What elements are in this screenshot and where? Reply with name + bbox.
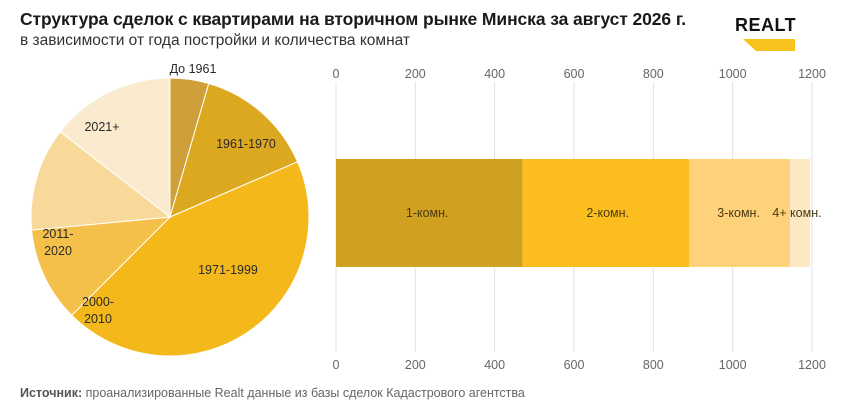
pie-label-2: 1971-1999 xyxy=(198,263,258,277)
tick-top-3: 600 xyxy=(564,67,585,81)
stacked-bar-chart: 0 0 200 200 400 400 600 600 800 800 1000 1000 1200 12… xyxy=(333,67,826,372)
logo-text: REALT xyxy=(735,15,797,35)
source-label: Источник: xyxy=(20,386,83,400)
pie-label-5: 2021+ xyxy=(84,120,119,134)
tick-top-6: 1200 xyxy=(798,67,826,81)
chart-subtitle: в зависимости от года постройки и количе… xyxy=(20,32,411,49)
tick-top-1: 200 xyxy=(405,67,426,81)
tick-top-0: 0 xyxy=(333,67,340,81)
pie-label-4: 2011-2020 xyxy=(42,227,73,258)
bar-segment-0 xyxy=(336,159,523,267)
realt-logo: REALT xyxy=(735,15,815,57)
logo-accent-shape xyxy=(743,39,795,51)
tick-bottom-4: 800 xyxy=(643,358,664,372)
pie-label-0: До 1961 xyxy=(170,62,217,76)
tick-bottom-5: 1000 xyxy=(719,358,747,372)
bar-segment-1 xyxy=(522,159,690,267)
pie-chart: До 1961 1961-1970 1971-1999 2000-2010 2011-2… xyxy=(30,62,310,357)
tick-bottom-0: 0 xyxy=(333,358,340,372)
source-text: проанализированные Realt данные из базы … xyxy=(82,386,525,400)
tick-top-4: 800 xyxy=(643,67,664,81)
bar-label-3: 4+ комн. xyxy=(772,206,821,220)
pie-slice-4 xyxy=(30,131,172,231)
chart-title: Структура сделок с квартирами на вторичн… xyxy=(20,9,687,29)
pie-label-3: 2000-2010 xyxy=(82,295,114,326)
tick-bottom-2: 400 xyxy=(484,358,505,372)
tick-bottom-1: 200 xyxy=(405,358,426,372)
tick-top-5: 1000 xyxy=(719,67,747,81)
pie-slice-3 xyxy=(31,216,172,316)
tick-top-2: 400 xyxy=(484,67,505,81)
bar-label-2: 3-комн. xyxy=(717,206,760,220)
tick-bottom-6: 1200 xyxy=(798,358,826,372)
bar-label-0: 1-комн. xyxy=(406,206,449,220)
pie-label-1: 1961-1970 xyxy=(216,137,276,151)
source-note: Источник: проанализированные Realt данны… xyxy=(20,386,525,400)
tick-bottom-3: 600 xyxy=(564,358,585,372)
bar-segment-3 xyxy=(790,159,811,267)
bar-label-1: 2-комн. xyxy=(586,206,629,220)
pie-slice-5 xyxy=(59,77,171,219)
bar-segment-2 xyxy=(689,159,791,267)
pie-slice-2 xyxy=(71,161,310,357)
pie-slice-1 xyxy=(169,82,299,218)
